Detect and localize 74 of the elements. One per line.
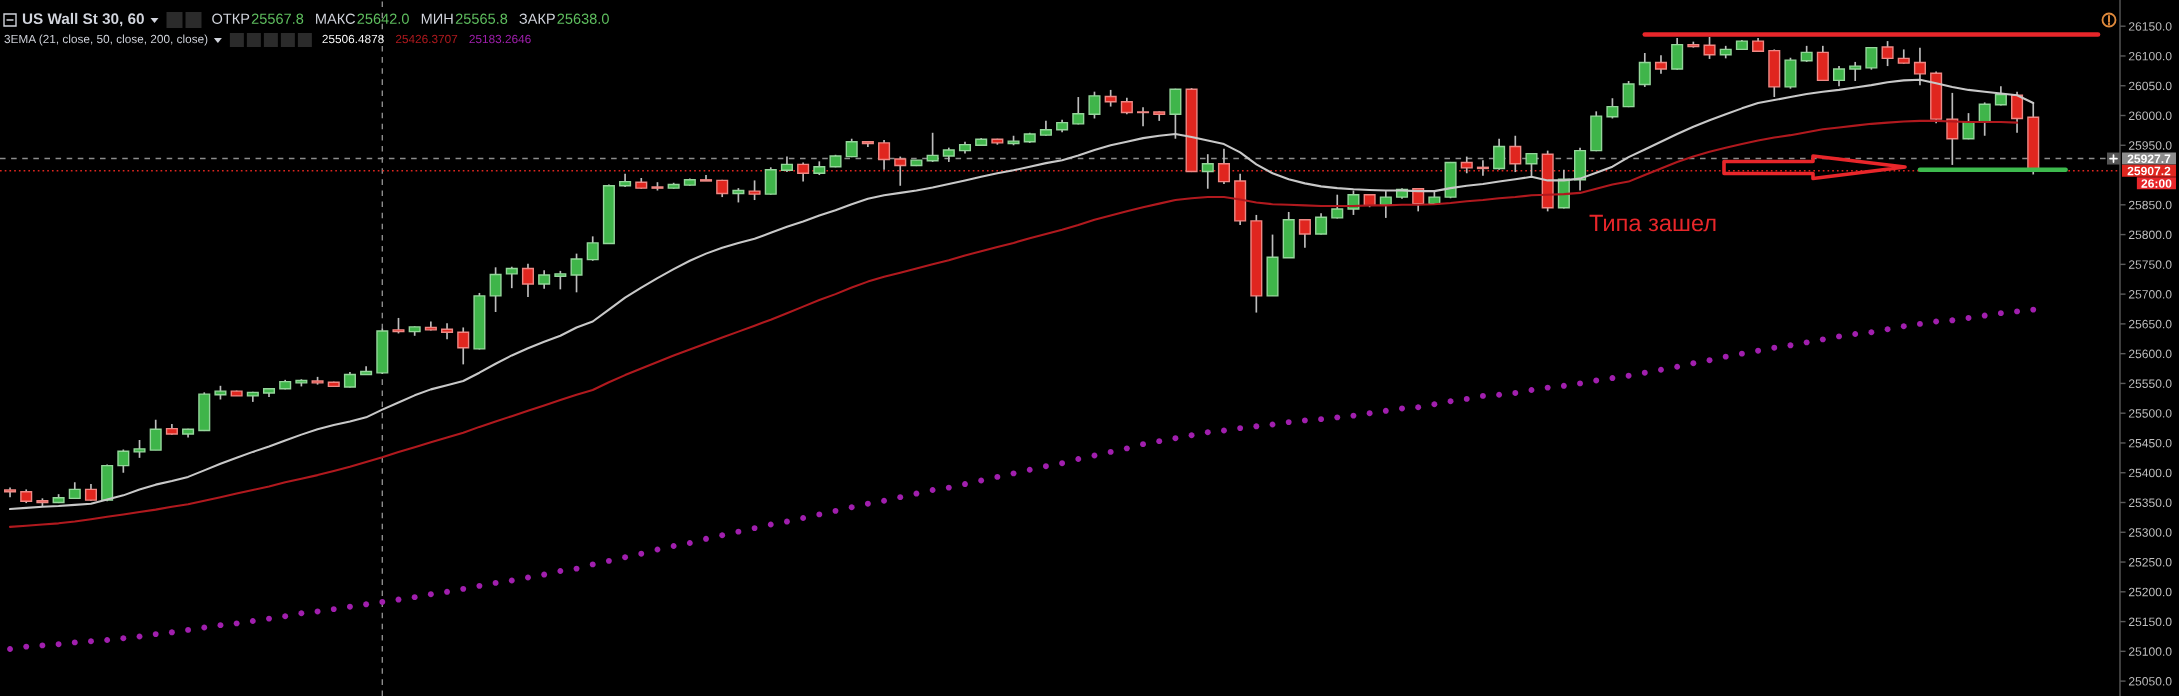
y-tick-label: 25600.0 [2128,349,2172,359]
candlestick [1136,106,1150,128]
candlestick [1331,193,1344,220]
candlestick [554,270,567,291]
candlestick [1493,137,1506,171]
candlestick [489,266,502,313]
y-tick-label: 25350.0 [2128,498,2172,507]
y-tick-label: 25550.0 [2128,379,2172,388]
y-tick-label: 25200.0 [2128,587,2172,597]
text: US Wall St 30, 60 [22,12,144,27]
annotation: 25567.8 [251,13,304,24]
annotation: 25183.2646 [469,34,531,44]
annotation: ОТКР [212,13,250,24]
candlestick [2011,90,2024,134]
candlestick [1978,101,1991,137]
y-tick-label: 25050.0 [2128,677,2172,686]
annotation: 25642.0 [357,13,409,24]
candlestick [1865,46,1878,71]
y-tick-label: 25650.0 [2128,319,2172,329]
y-tick-label: 25250.0 [2128,557,2172,567]
candlestick [1654,54,1668,75]
candlestick [505,265,518,289]
y-tick-label: 25450.0 [2128,438,2172,448]
candlestick [1638,52,1651,88]
candlestick [1217,148,1230,185]
candlestick [149,418,162,451]
candlestick [457,326,470,366]
annotation: 25565.8 [455,13,508,24]
y-tick-label: 25150.0 [2128,617,2172,627]
y-tick-label: 25950.0 [2128,141,2172,150]
annotation: 25426.3707 [395,34,458,44]
candlestick [1849,61,1862,82]
candlestick [1201,153,1214,190]
candlestick [1072,96,1085,126]
candlestick [1298,218,1311,249]
annotation: 25506.4878 [322,34,384,44]
candlestick [1881,40,1894,67]
y-tick-label: 25800.0 [2128,230,2172,240]
candlestick [570,252,583,294]
candlestick [1622,80,1635,109]
candlestick [538,269,551,290]
y-tick-label: 25300.0 [2128,528,2172,537]
candlestick [1606,97,1619,120]
candlestick [926,131,939,163]
annotation: Типа зашел [1589,214,1716,232]
candlestick [1088,90,1101,120]
y-tick-label: 26150.0 [2128,22,2172,31]
candlestick [521,262,535,298]
candlestick [1962,112,1975,141]
y-tick-label: 26100.0 [2128,51,2172,61]
candlestick [1832,65,1846,88]
candlestick [586,235,599,262]
candlestick [797,161,810,183]
candlestick [1315,212,1328,236]
annotation: МИН [421,13,453,24]
y-tick-label: 25700.0 [2128,290,2172,299]
candlestick [117,448,130,474]
y-tick-label: 26050.0 [2128,81,2172,91]
ref-line-label: 25907.2 [2127,166,2171,176]
annotation: 25638.0 [557,13,609,24]
ref-line-label: 25927.7 [2127,154,2171,164]
annotation: ЗАКР [519,13,555,24]
candlestick [748,179,761,201]
y-tick-label: 25750.0 [2128,260,2172,269]
text: 3EMA (21, close, 50, close, 200, close) [4,34,208,46]
annotation: МАКС [316,13,356,24]
candlestick [1525,152,1538,178]
y-tick-label: 25850.0 [2128,200,2172,210]
y-tick-label: 25400.0 [2128,468,2172,478]
y-tick-label: 25500.0 [2128,409,2172,418]
y-tick-label: 26000.0 [2128,111,2172,120]
candlestick [1946,92,1959,166]
y-tick-label: 25100.0 [2128,647,2172,656]
text: 26:00 [2141,179,2172,188]
